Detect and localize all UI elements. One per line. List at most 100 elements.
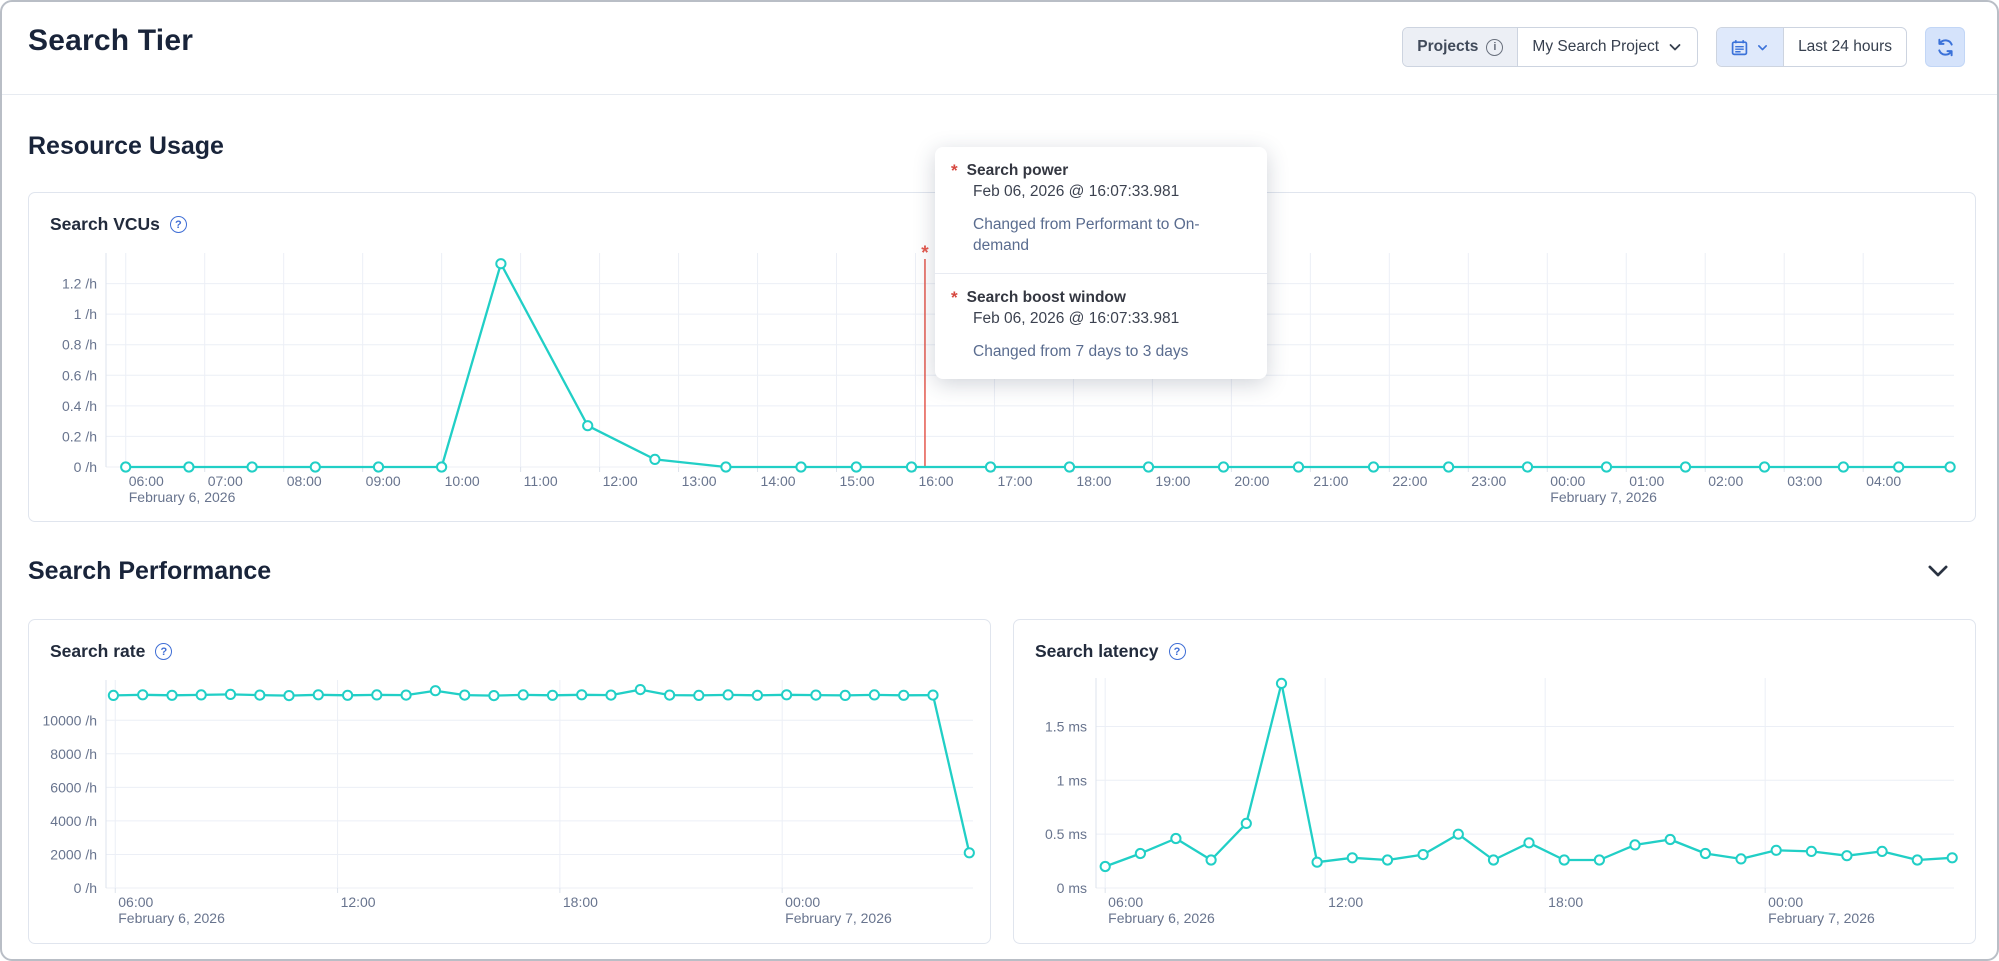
svg-text:14:00: 14:00 [761, 473, 796, 489]
svg-text:21:00: 21:00 [1313, 473, 1348, 489]
svg-text:1.5 ms: 1.5 ms [1045, 718, 1087, 734]
svg-text:18:00: 18:00 [1076, 473, 1111, 489]
svg-text:10:00: 10:00 [445, 473, 480, 489]
svg-text:18:00: 18:00 [1548, 894, 1583, 910]
info-icon[interactable]: i [1486, 38, 1504, 56]
svg-text:0 /h: 0 /h [74, 459, 97, 475]
card-title-row: Search VCUs ? [29, 193, 1975, 243]
section-resource-usage: Resource Usage [28, 132, 224, 160]
tooltip-description: Changed from Performant to On-demand [973, 216, 1200, 254]
svg-text:10000 /h: 10000 /h [43, 712, 98, 728]
help-icon[interactable]: ? [155, 643, 173, 660]
refresh-icon [1937, 38, 1953, 56]
svg-text:23:00: 23:00 [1471, 473, 1506, 489]
svg-text:12:00: 12:00 [341, 894, 376, 910]
time-range-button[interactable]: Last 24 hours [1784, 28, 1906, 66]
svg-text:0 /h: 0 /h [74, 880, 97, 896]
svg-text:6000 /h: 6000 /h [50, 779, 97, 795]
svg-text:00:00: 00:00 [1550, 473, 1585, 489]
svg-text:01:00: 01:00 [1629, 473, 1664, 489]
svg-text:04:00: 04:00 [1866, 473, 1901, 489]
chart-title: Search rate [50, 641, 146, 661]
chart-title: Search latency [1035, 641, 1159, 661]
svg-text:2000 /h: 2000 /h [50, 846, 97, 862]
annotation-marker-icon: * [951, 287, 958, 307]
header-controls: Projects i My Search Project [1402, 27, 1965, 67]
search-rate-chart[interactable]: 0 /h 2000 /h 4000 /h 6000 /h 8000 /h 10000 /h… [29, 670, 990, 942]
svg-text:8000 /h: 8000 /h [50, 746, 97, 762]
header-divider [2, 94, 1997, 95]
svg-text:03:00: 03:00 [1787, 473, 1822, 489]
tooltip-item: * Search boost window Feb 06, 2026 @ 16:… [935, 272, 1267, 379]
calendar-icon [1731, 39, 1748, 55]
search-latency-chart[interactable]: 0 ms 0.5 ms 1 ms 1.5 ms 06:00 February 6, 202… [1014, 670, 1975, 942]
help-icon[interactable]: ? [1168, 643, 1186, 660]
project-select[interactable]: My Search Project [1518, 28, 1697, 66]
chevron-down-icon [1758, 44, 1768, 50]
svg-text:09:00: 09:00 [366, 473, 401, 489]
help-icon[interactable]: ? [169, 216, 187, 233]
project-name: My Search Project [1532, 38, 1660, 55]
svg-text:06:00: 06:00 [1108, 894, 1143, 910]
chart-title: Search VCUs [50, 214, 160, 234]
svg-text:15:00: 15:00 [840, 473, 875, 489]
svg-text:1 ms: 1 ms [1057, 772, 1087, 788]
date-picker-button[interactable] [1717, 28, 1785, 66]
svg-text:1.2 /h: 1.2 /h [62, 276, 97, 292]
svg-text:February 6, 2026: February 6, 2026 [1108, 910, 1215, 926]
tooltip-item: * Search power Feb 06, 2026 @ 16:07:33.9… [935, 147, 1267, 273]
chevron-down-icon [1928, 565, 1948, 577]
svg-text:0.2 /h: 0.2 /h [62, 428, 97, 444]
svg-text:00:00: 00:00 [1768, 894, 1803, 910]
tooltip-title: Search power [966, 162, 1069, 179]
svg-text:20:00: 20:00 [1234, 473, 1269, 489]
svg-text:19:00: 19:00 [1155, 473, 1190, 489]
svg-text:1 /h: 1 /h [74, 306, 97, 322]
svg-text:00:00: 00:00 [785, 894, 820, 910]
svg-text:11:00: 11:00 [524, 473, 558, 489]
svg-text:4000 /h: 4000 /h [50, 813, 97, 829]
time-range-picker: Last 24 hours [1716, 27, 1907, 67]
chevron-down-icon [1669, 44, 1681, 51]
project-switcher: Projects i My Search Project [1402, 27, 1699, 67]
svg-text:12:00: 12:00 [1328, 894, 1363, 910]
svg-text:February 6, 2026: February 6, 2026 [118, 910, 225, 926]
svg-text:0.4 /h: 0.4 /h [62, 398, 97, 414]
time-range-label: Last 24 hours [1798, 38, 1892, 55]
svg-text:08:00: 08:00 [287, 473, 322, 489]
search-rate-card: Search rate ? 0 /h 2000 /h 4000 /h 6000 /h 8… [28, 619, 991, 944]
svg-text:13:00: 13:00 [682, 473, 717, 489]
tooltip-title: Search boost window [966, 288, 1126, 306]
svg-text:0.6 /h: 0.6 /h [62, 367, 97, 383]
svg-text:06:00: 06:00 [118, 894, 153, 910]
svg-text:February 7, 2026: February 7, 2026 [1768, 910, 1875, 926]
svg-text:February 6, 2026: February 6, 2026 [129, 489, 236, 505]
tooltip-timestamp: Feb 06, 2026 @ 16:07:33.981 [973, 310, 1180, 328]
projects-label-segment: Projects i [1403, 28, 1519, 66]
section-search-performance: Search Performance [28, 557, 272, 585]
svg-text:06:00: 06:00 [129, 473, 164, 489]
refresh-button[interactable] [1925, 27, 1965, 67]
page-title: Search Tier [28, 24, 194, 57]
svg-text:0.8 /h: 0.8 /h [62, 337, 97, 353]
card-title-row: Search latency ? [1014, 620, 1975, 670]
projects-label: Projects [1417, 38, 1479, 55]
search-latency-card: Search latency ? 0 ms 0.5 ms 1 ms 1.5 ms 06:… [1013, 619, 1976, 944]
tooltip-timestamp: Feb 06, 2026 @ 16:07:33.981 [973, 183, 1180, 201]
svg-text:12:00: 12:00 [603, 473, 638, 489]
svg-text:02:00: 02:00 [1708, 473, 1743, 489]
collapse-section-button[interactable] [1925, 558, 1951, 589]
svg-text:February 7, 2026: February 7, 2026 [1550, 489, 1657, 505]
search-vcus-chart[interactable]: 0 /h 0.2 /h 0.4 /h 0.6 /h 0.8 /h 1 /h 1.2 /h 06… [29, 243, 1975, 520]
annotation-marker-icon: * [951, 161, 958, 180]
svg-text:February 7, 2026: February 7, 2026 [785, 910, 892, 926]
svg-text:0 ms: 0 ms [1057, 880, 1087, 896]
svg-text:0.5 ms: 0.5 ms [1045, 826, 1087, 842]
card-title-row: Search rate ? [29, 620, 990, 670]
svg-text:22:00: 22:00 [1392, 473, 1427, 489]
svg-text:18:00: 18:00 [563, 894, 598, 910]
svg-text:07:00: 07:00 [208, 473, 243, 489]
tooltip-description: Changed from 7 days to 3 days [973, 343, 1189, 360]
svg-text:17:00: 17:00 [997, 473, 1032, 489]
